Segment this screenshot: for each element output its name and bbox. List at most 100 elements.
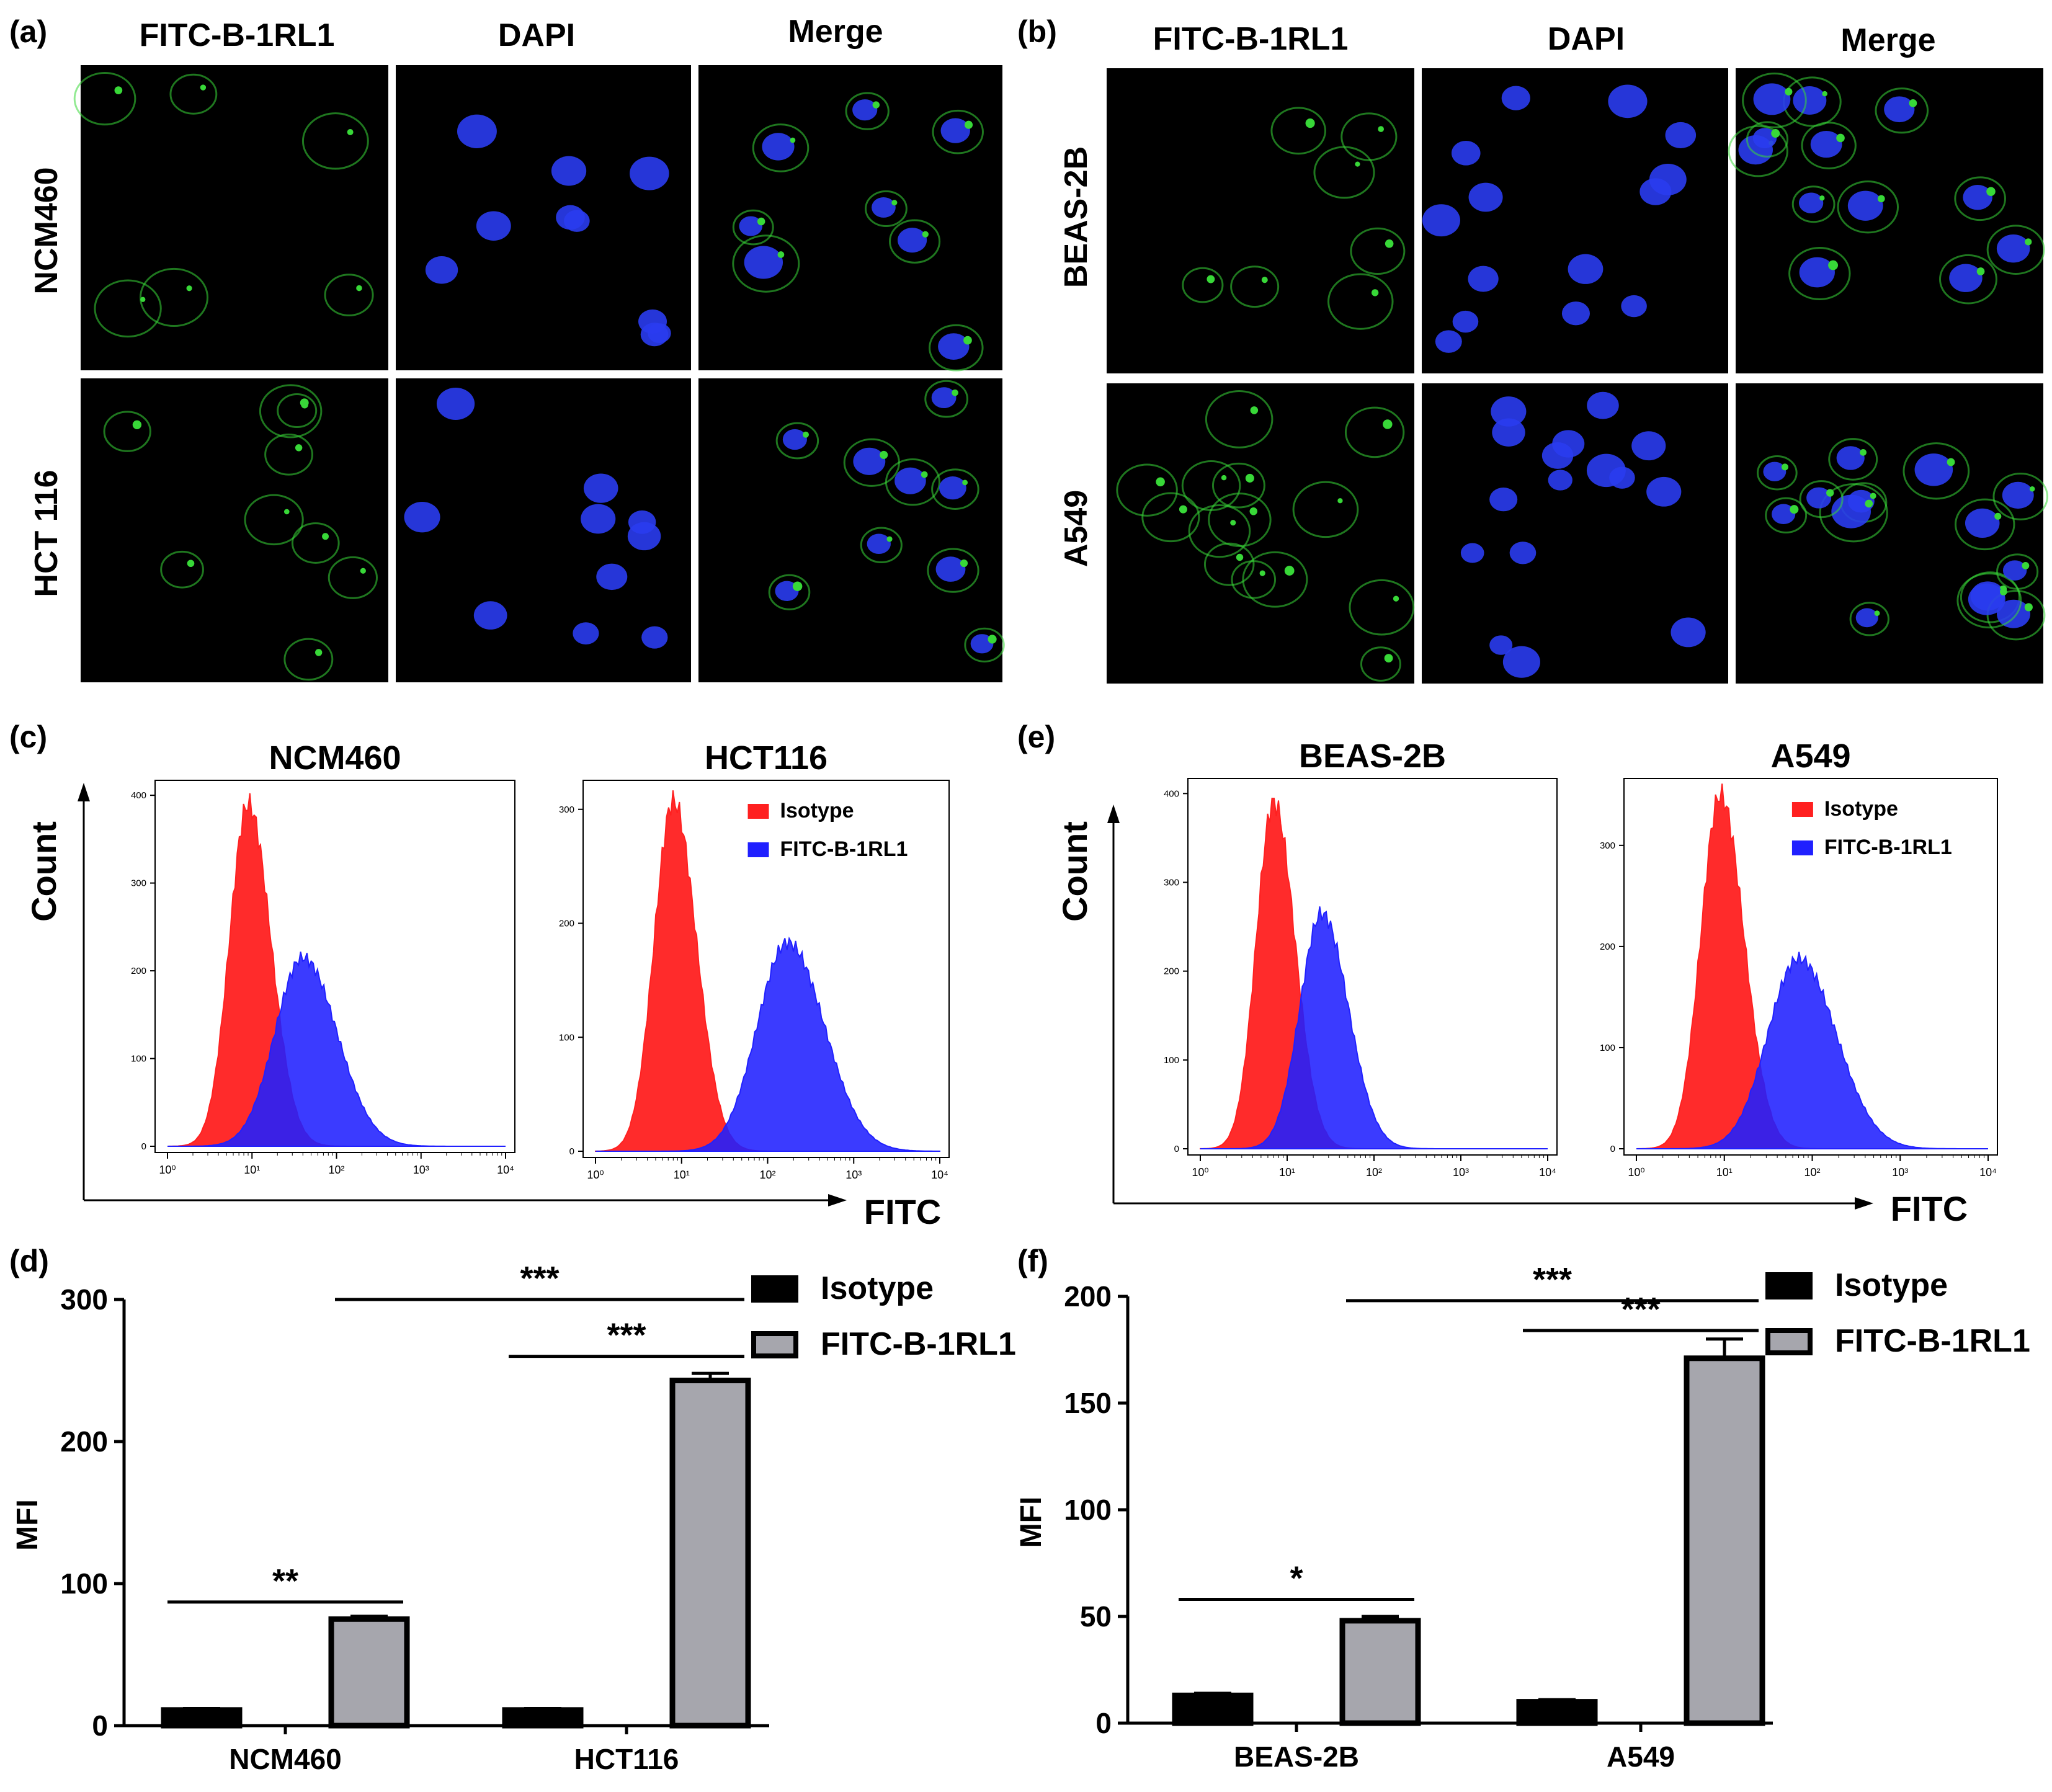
nucleus-mark: [2002, 560, 2027, 581]
nucleus-mark: [1608, 84, 1648, 118]
vesicle-mark: [886, 536, 893, 542]
nucleus-mark: [939, 476, 966, 500]
nucleus-mark: [436, 387, 475, 421]
cytoplasm-mark: [1746, 121, 1789, 158]
e-fitc-label: FITC: [1891, 1189, 1968, 1228]
nucleus-mark: [762, 133, 795, 161]
nucleus-mark: [1502, 646, 1540, 678]
vesicle-mark: [792, 581, 803, 591]
cytoplasm-mark: [768, 574, 811, 610]
cytoplasm-mark: [1837, 181, 1899, 234]
nucleus-mark: [940, 118, 970, 143]
x-tick-label: 10⁴: [1979, 1166, 1997, 1179]
nucleus-mark: [556, 205, 585, 230]
nucleus-mark: [1806, 487, 1832, 509]
col-header-b-dapi: DAPI: [1548, 21, 1625, 57]
vesicle-mark: [1860, 448, 1867, 456]
nucleus-mark: [1963, 185, 1992, 210]
cytoplasm-mark: [1799, 480, 1844, 519]
histogram-frame: [1187, 778, 1558, 1156]
col-header-a-fitc: FITC-B-1RL1: [140, 17, 335, 53]
histogram-c-left: NCM460 0 100 200 300 400 10⁰ 10¹ 10² 10³ 10⁴: [131, 739, 515, 1176]
nucleus-mark: [1492, 418, 1525, 447]
bar-fitc: [1339, 1618, 1421, 1726]
nucleus-mark: [1752, 128, 1777, 148]
y-tick-label: 200: [1164, 966, 1179, 977]
nucleus-mark: [782, 429, 807, 450]
cytoplasm-mark: [1203, 542, 1255, 586]
bar-isotype: [161, 1707, 243, 1729]
y-tick-label: 0: [569, 1146, 574, 1157]
vesicle-mark: [960, 559, 968, 568]
nucleus-mark: [1639, 178, 1672, 205]
nucleus-mark: [1665, 122, 1697, 148]
x-tick-label: NCM460: [229, 1743, 342, 1775]
nucleus-mark: [1997, 599, 2031, 628]
cytoplasm-mark: [103, 411, 151, 452]
vesicle-mark: [295, 444, 303, 452]
cytoplasm-mark: [1230, 265, 1280, 308]
vesicle-mark: [1785, 87, 1793, 96]
vesicle-mark: [2025, 238, 2032, 246]
nucleus-mark: [931, 387, 957, 409]
vesicle-mark: [988, 635, 997, 644]
x-tick-label: 10²: [1366, 1166, 1382, 1179]
cytoplasm-mark: [94, 279, 162, 338]
nucleus-mark: [573, 622, 599, 645]
nucleus-mark: [739, 216, 763, 236]
x-tick-label: 10⁴: [931, 1169, 948, 1181]
vesicle-mark: [200, 84, 207, 91]
nucleus-mark: [1489, 635, 1513, 655]
nucleus-mark: [867, 533, 891, 555]
x-tick-label: 10⁴: [1539, 1166, 1556, 1179]
histogram-series-isotype: [1200, 798, 1548, 1149]
cytoplasm-mark: [1819, 483, 1888, 543]
cytoplasm-mark: [927, 548, 979, 593]
x-tick-label: BEAS-2B: [1234, 1741, 1359, 1773]
cytoplasm-mark: [244, 494, 304, 546]
nucleus-mark: [1847, 190, 1883, 221]
bar-fitc: [669, 1378, 751, 1729]
vesicle-mark: [2000, 588, 2007, 595]
nucleus-mark: [1621, 295, 1647, 318]
significance-label: ***: [1533, 1261, 1572, 1298]
cytoplasm-mark: [1242, 551, 1308, 608]
vesicle-mark: [132, 420, 142, 429]
vesicle-mark: [777, 251, 785, 258]
cytoplasm-mark: [1742, 72, 1807, 128]
nucleus-mark: [935, 556, 966, 582]
vesicle-mark: [1385, 239, 1394, 248]
vesicle-mark: [880, 450, 888, 459]
nucleus-mark: [1968, 583, 2005, 615]
vesicle-mark: [1207, 275, 1215, 283]
y-tick-label: 0: [141, 1141, 146, 1152]
histogram-series-fitc: [1636, 952, 1988, 1149]
micrograph-cells: [425, 114, 671, 347]
e-count-arrow: [1107, 805, 1120, 823]
y-tick-label: 50: [1080, 1600, 1112, 1633]
cytoplasm-mark: [1801, 122, 1857, 169]
y-tick-label: 200: [559, 919, 574, 929]
y-tick-label: 100: [1064, 1494, 1112, 1526]
panel-letter-a: (a): [9, 14, 47, 49]
vesicle-mark: [1828, 260, 1839, 270]
nucleus-mark: [1452, 310, 1479, 333]
vesicle-mark: [963, 336, 972, 345]
micrograph-ncm460-fitc: [81, 65, 388, 370]
nucleus-mark: [583, 473, 618, 503]
nucleus-mark: [1541, 442, 1574, 469]
legend-swatch: [1765, 1328, 1813, 1355]
row-label-b-a549: A549: [1058, 490, 1094, 567]
vesicle-mark: [1259, 570, 1265, 576]
vesicle-mark: [1250, 406, 1259, 414]
nucleus-mark: [872, 197, 896, 218]
cytoplasm-mark: [1349, 579, 1415, 636]
x-tick-label: 10⁰: [159, 1164, 176, 1176]
nucleus-mark: [596, 563, 628, 591]
histogram-series-fitc: [596, 936, 940, 1152]
micrograph-a549-merge: [1736, 383, 2043, 684]
vesicle-mark: [1877, 195, 1885, 203]
e-fitc-arrow: [1855, 1197, 1873, 1210]
cytoplasm-mark: [1875, 87, 1929, 134]
x-tick-label: 10¹: [244, 1164, 260, 1176]
